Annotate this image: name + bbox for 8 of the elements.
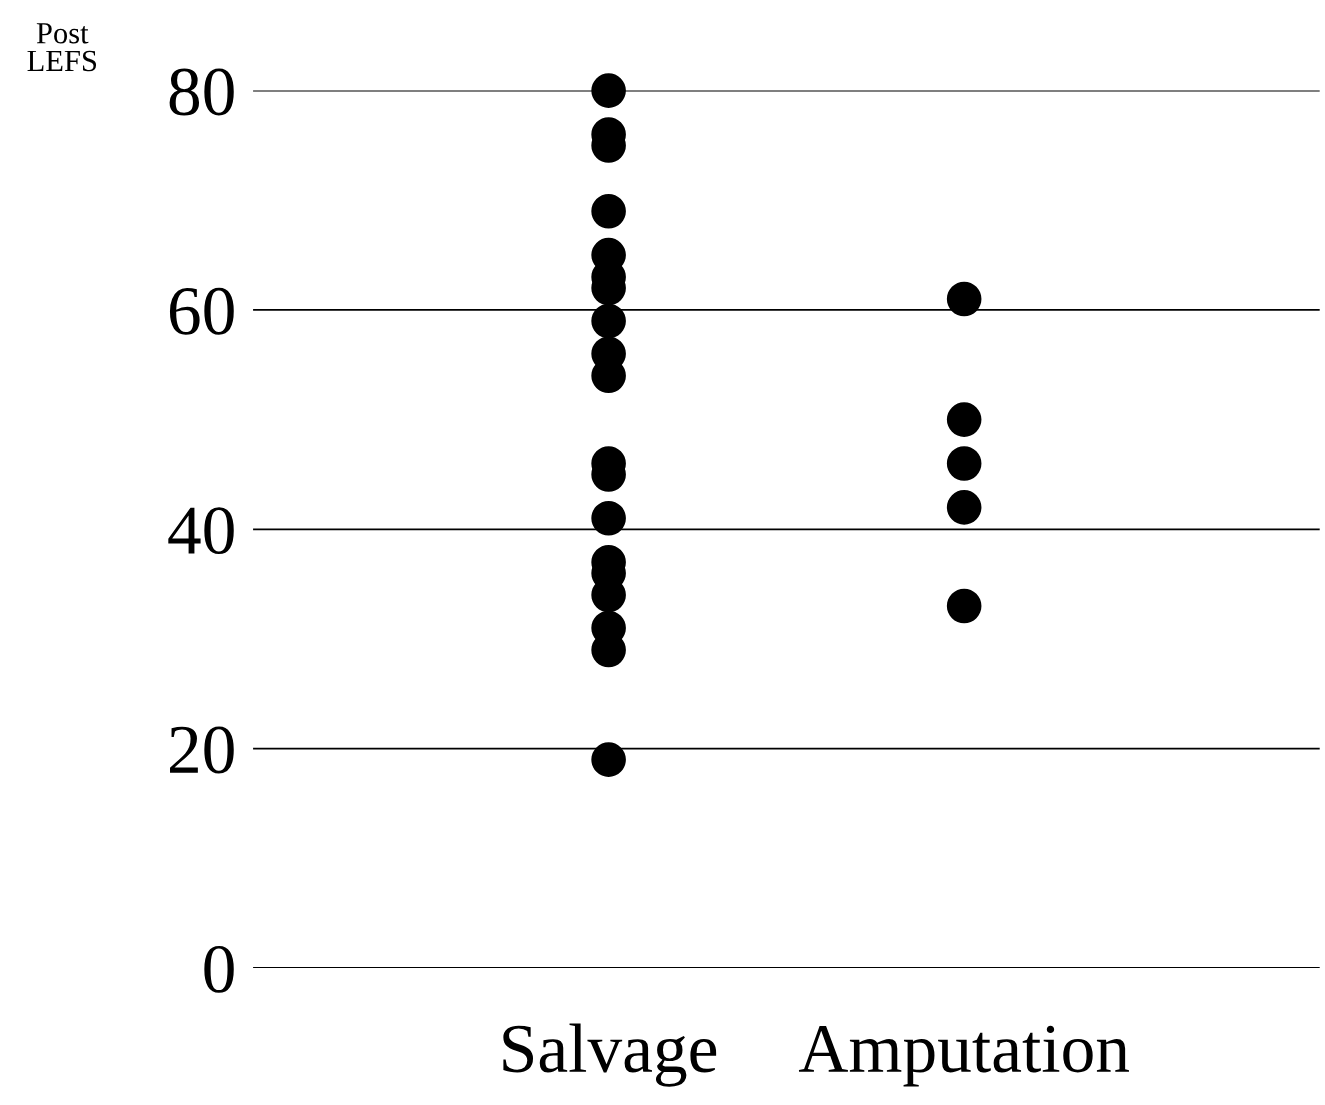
y-tick-label: 20 xyxy=(170,726,234,774)
y-tick-label: 40 xyxy=(168,507,234,555)
y-axis-title: Post LEFS xyxy=(27,23,97,72)
y-tick-label: 80 xyxy=(169,68,234,116)
y-tick-label: 0 xyxy=(204,945,234,993)
y-tick-label: 60 xyxy=(169,287,234,335)
x-tick-label: Salvage xyxy=(503,1023,717,1087)
x-tick-label: Amputation xyxy=(798,1025,1129,1087)
